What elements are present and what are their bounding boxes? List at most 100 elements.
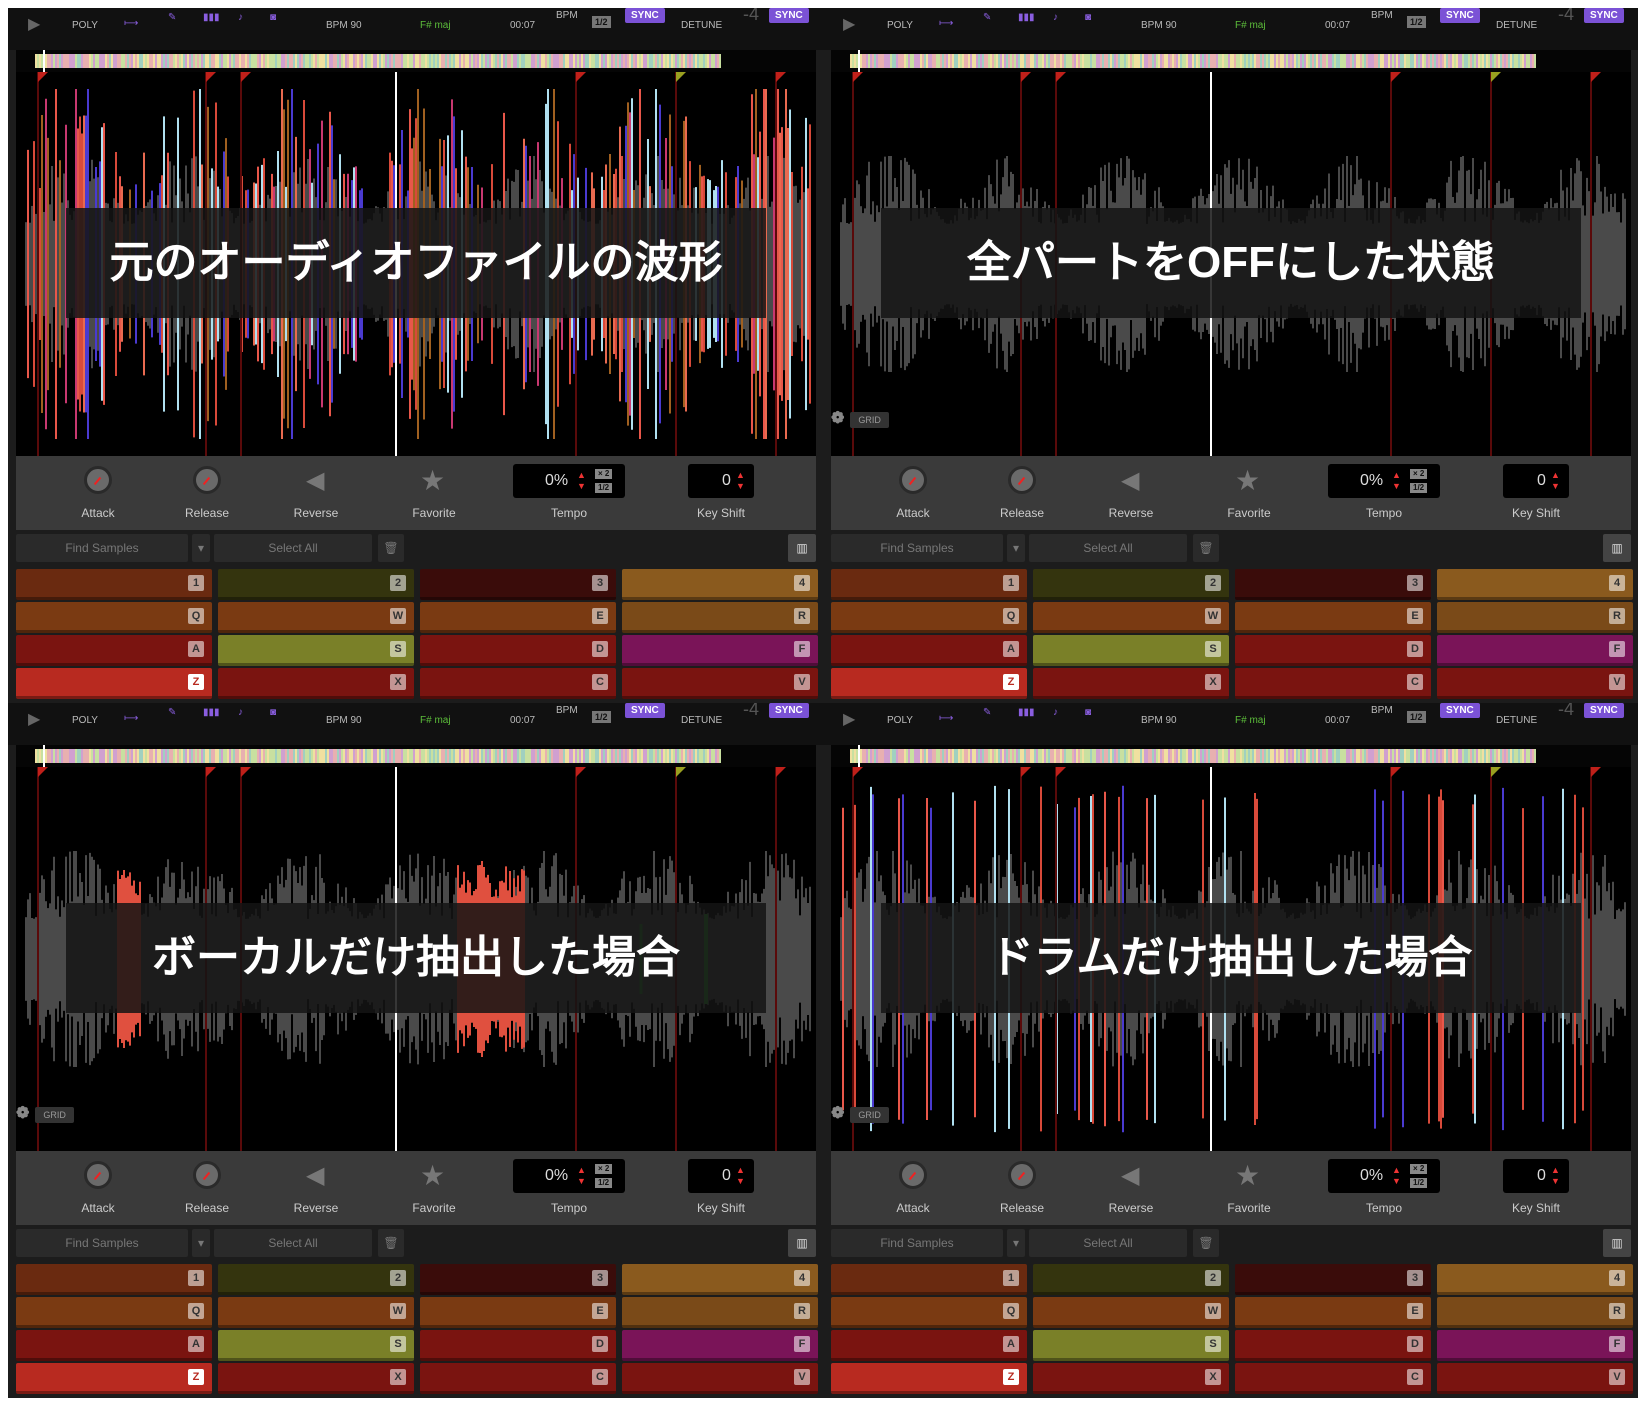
pad-F[interactable]: F bbox=[622, 1330, 818, 1361]
overview-waveform[interactable] bbox=[16, 745, 816, 767]
pad-D[interactable]: D bbox=[420, 635, 616, 666]
slice-marker-flag[interactable] bbox=[206, 767, 216, 777]
slice-marker-flag[interactable] bbox=[206, 72, 216, 82]
gear-icon[interactable]: ❁ bbox=[831, 1105, 845, 1122]
pad-4[interactable]: 4 bbox=[622, 569, 818, 600]
pad-A[interactable]: A bbox=[16, 635, 212, 666]
guitar-icon[interactable]: ♪ bbox=[238, 707, 243, 718]
drum-icon[interactable]: ◙ bbox=[1085, 12, 1092, 23]
half-button[interactable]: 1/2 bbox=[592, 711, 611, 723]
favorite-star-icon[interactable]: ★ bbox=[1235, 1160, 1261, 1191]
pad-F[interactable]: F bbox=[622, 635, 818, 666]
trash-icon[interactable]: 🗑 bbox=[1193, 534, 1219, 562]
find-samples-input[interactable]: Find Samples bbox=[831, 534, 1003, 562]
pad-W[interactable]: W bbox=[1033, 602, 1229, 633]
slice-marker-flag[interactable] bbox=[241, 72, 251, 82]
gear-icon[interactable]: ❁ bbox=[16, 1105, 30, 1122]
tempo-field[interactable]: 0% ▲ ▼ × 2 1/2 bbox=[1328, 1159, 1440, 1193]
tempo-up-icon[interactable]: ▲ bbox=[577, 470, 586, 480]
find-dropdown-icon[interactable]: ▾ bbox=[192, 534, 210, 562]
find-dropdown-icon[interactable]: ▾ bbox=[192, 1229, 210, 1257]
pad-D[interactable]: D bbox=[1235, 635, 1431, 666]
piano-icon[interactable]: ▥ bbox=[1603, 1229, 1631, 1257]
piano-icon[interactable]: ▥ bbox=[1603, 534, 1631, 562]
slice-marker-flag[interactable] bbox=[38, 72, 48, 82]
grid-button[interactable]: GRID bbox=[850, 412, 889, 428]
pad-3[interactable]: 3 bbox=[420, 569, 616, 600]
tempo-down-icon[interactable]: ▼ bbox=[577, 481, 586, 491]
key-down-icon[interactable]: ▼ bbox=[736, 481, 745, 491]
key-shift-field[interactable]: 0 ▲ ▼ bbox=[1503, 1159, 1569, 1193]
attack-knob[interactable] bbox=[899, 1161, 927, 1189]
tempo-half-button[interactable]: 1/2 bbox=[1410, 483, 1428, 493]
slice-marker-flag[interactable] bbox=[1391, 767, 1401, 777]
pad-E[interactable]: E bbox=[1235, 1297, 1431, 1328]
tempo-half-button[interactable]: 1/2 bbox=[1410, 1178, 1428, 1188]
pad-R[interactable]: R bbox=[622, 602, 818, 633]
pad-Z[interactable]: Z bbox=[831, 1363, 1027, 1394]
slice-marker-flag[interactable] bbox=[676, 767, 686, 777]
half-button[interactable]: 1/2 bbox=[1407, 711, 1426, 723]
select-all-button[interactable]: Select All bbox=[1029, 1229, 1187, 1257]
pad-4[interactable]: 4 bbox=[1437, 569, 1633, 600]
pad-X[interactable]: X bbox=[1033, 668, 1229, 699]
slice-arrow-icon[interactable]: ⟼ bbox=[939, 18, 954, 29]
mic-icon[interactable]: ✎ bbox=[168, 12, 177, 23]
pad-1[interactable]: 1 bbox=[831, 569, 1027, 600]
bars-icon[interactable]: ▮▮▮ bbox=[203, 12, 220, 23]
tempo-half-button[interactable]: 1/2 bbox=[595, 1178, 613, 1188]
reverse-icon[interactable]: ◀ bbox=[306, 1162, 325, 1189]
release-knob[interactable] bbox=[1008, 1161, 1036, 1189]
pad-1[interactable]: 1 bbox=[16, 569, 212, 600]
pad-W[interactable]: W bbox=[1033, 1297, 1229, 1328]
slice-marker-flag[interactable] bbox=[1021, 72, 1031, 82]
pad-V[interactable]: V bbox=[622, 1363, 818, 1394]
select-all-button[interactable]: Select All bbox=[1029, 534, 1187, 562]
pad-V[interactable]: V bbox=[622, 668, 818, 699]
attack-knob[interactable] bbox=[84, 1161, 112, 1189]
sync-button[interactable]: SYNC bbox=[1440, 703, 1480, 718]
mic-icon[interactable]: ✎ bbox=[983, 12, 992, 23]
pad-V[interactable]: V bbox=[1437, 668, 1633, 699]
pad-X[interactable]: X bbox=[218, 1363, 414, 1394]
find-samples-input[interactable]: Find Samples bbox=[831, 1229, 1003, 1257]
tempo-x2-button[interactable]: × 2 bbox=[1410, 469, 1428, 479]
pad-2[interactable]: 2 bbox=[1033, 1264, 1229, 1295]
find-dropdown-icon[interactable]: ▾ bbox=[1007, 534, 1025, 562]
pad-Q[interactable]: Q bbox=[16, 602, 212, 633]
guitar-icon[interactable]: ♪ bbox=[1053, 12, 1058, 23]
pad-2[interactable]: 2 bbox=[218, 569, 414, 600]
poly-mode[interactable]: POLY bbox=[72, 715, 98, 726]
reverse-icon[interactable]: ◀ bbox=[306, 467, 325, 494]
key-shift-field[interactable]: 0 ▲ ▼ bbox=[688, 1159, 754, 1193]
key-down-icon[interactable]: ▼ bbox=[1551, 1176, 1560, 1186]
slice-marker-flag[interactable] bbox=[576, 767, 586, 777]
sync-button-2[interactable]: SYNC bbox=[1584, 8, 1624, 23]
slice-marker-flag[interactable] bbox=[1056, 767, 1066, 777]
slice-marker-flag[interactable] bbox=[1591, 767, 1601, 777]
pad-Q[interactable]: Q bbox=[831, 602, 1027, 633]
favorite-star-icon[interactable]: ★ bbox=[420, 465, 446, 496]
slice-marker-flag[interactable] bbox=[1056, 72, 1066, 82]
pad-Z[interactable]: Z bbox=[831, 668, 1027, 699]
key-shift-field[interactable]: 0 ▲ ▼ bbox=[1503, 464, 1569, 498]
pad-E[interactable]: E bbox=[1235, 602, 1431, 633]
guitar-icon[interactable]: ♪ bbox=[238, 12, 243, 23]
sync-button[interactable]: SYNC bbox=[625, 703, 665, 718]
grid-button[interactable]: GRID bbox=[850, 1107, 889, 1123]
piano-icon[interactable]: ▥ bbox=[788, 534, 816, 562]
play-icon[interactable]: ▶ bbox=[28, 711, 41, 728]
pad-4[interactable]: 4 bbox=[622, 1264, 818, 1295]
pad-A[interactable]: A bbox=[16, 1330, 212, 1361]
pad-X[interactable]: X bbox=[218, 668, 414, 699]
pad-Q[interactable]: Q bbox=[831, 1297, 1027, 1328]
slice-arrow-icon[interactable]: ⟼ bbox=[124, 713, 139, 724]
poly-mode[interactable]: POLY bbox=[887, 20, 913, 31]
pad-W[interactable]: W bbox=[218, 602, 414, 633]
slice-marker-flag[interactable] bbox=[853, 72, 863, 82]
pad-1[interactable]: 1 bbox=[16, 1264, 212, 1295]
pad-F[interactable]: F bbox=[1437, 635, 1633, 666]
pad-R[interactable]: R bbox=[1437, 602, 1633, 633]
pad-S[interactable]: S bbox=[218, 635, 414, 666]
tempo-up-icon[interactable]: ▲ bbox=[577, 1165, 586, 1175]
